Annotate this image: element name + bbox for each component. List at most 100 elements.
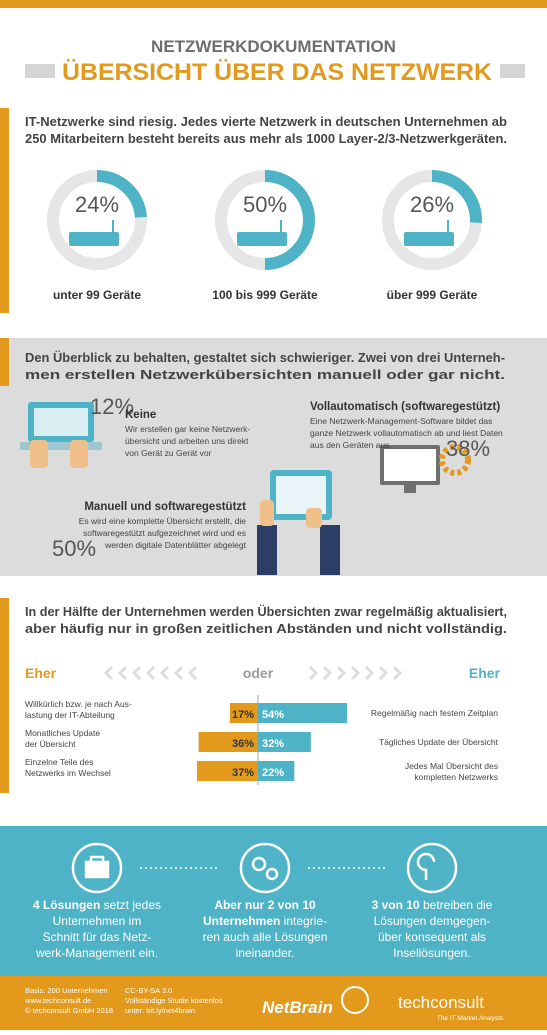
- item-text: werden digitale Datenblätter abgelegt: [104, 540, 246, 550]
- item-text: Lösungen demgegen-: [374, 914, 491, 928]
- left-bar: [229, 703, 258, 723]
- chevron: [173, 665, 184, 681]
- text-segment: Schnitt für das Netz-: [43, 930, 152, 944]
- footer-text: Vollständige Studie kostenlos: [125, 996, 223, 1005]
- router-icon: [69, 232, 119, 246]
- chevron: [378, 665, 389, 681]
- text-segment: betreiben die: [420, 898, 493, 912]
- right-value-label: 22%: [262, 767, 284, 779]
- item-text: Unternehmen integrie-: [203, 914, 327, 928]
- donut-arc: [96, 170, 147, 218]
- item-text: Eine Netzwerk-Management-Software bildet…: [310, 416, 492, 426]
- item-text: Es wird eine komplette Übersicht erstell…: [79, 516, 247, 526]
- donut-caption: 100 bis 999 Geräte: [212, 288, 318, 302]
- right-bar: [258, 761, 295, 781]
- text-segment: ineinander.: [236, 946, 295, 960]
- text-segment: Insellösungen.: [393, 946, 470, 960]
- text-segment: integrie-: [280, 914, 327, 928]
- icons: [71, 842, 458, 894]
- left-bar: [196, 761, 258, 781]
- logo: NetBrain: [262, 998, 333, 1017]
- text-segment: ren auch alle Lösungen: [203, 930, 328, 944]
- intro: IT-Netzwerke sind riesig. Jedes vierte N…: [25, 115, 507, 129]
- donut-label: 24%: [75, 192, 119, 217]
- logo: techconsult: [398, 993, 484, 1012]
- right-text: Jedes Mal Übersicht des: [405, 761, 498, 771]
- left-text: lastung der IT-Abteilung: [25, 710, 115, 720]
- right-value-label: 32%: [262, 738, 284, 750]
- left-text: Netzwerks im Wechsel: [25, 768, 111, 778]
- bold-text: Unternehmen: [203, 914, 280, 928]
- text-segment: Unternehmen im: [53, 914, 142, 928]
- chevron: [392, 665, 403, 681]
- chevron: [117, 665, 128, 681]
- donut-caption: über 999 Geräte: [387, 288, 478, 302]
- right-bar: [258, 703, 348, 723]
- intro: aber häufig nur in großen zeitlichen Abs…: [25, 622, 507, 636]
- footer-text: unter: bit.ly/net4brain: [125, 1006, 195, 1015]
- subtitle: ÜBERSICHT ÜBER DAS NETZWERK: [62, 59, 493, 86]
- donut-arc: [264, 170, 315, 270]
- right-text: kompletten Netzwerks: [414, 772, 498, 782]
- right-heading: Eher: [469, 665, 501, 681]
- footer-background: [0, 976, 547, 1030]
- footer-text: www.techconsult.de: [24, 996, 91, 1005]
- monitor-illustration: [380, 444, 471, 493]
- router-icon: [404, 232, 454, 246]
- right-text: Regelmäßig nach festem Zeitplan: [371, 708, 498, 718]
- chevron: [103, 665, 114, 681]
- chevron: [350, 665, 361, 681]
- text-segment: Lösungen demgegen-: [374, 914, 491, 928]
- text-segment: setzt jedes: [100, 898, 161, 912]
- item-text: ren auch alle Lösungen: [203, 930, 328, 944]
- left-bar: [198, 732, 258, 752]
- item-text: aus den Geräten aus: [310, 440, 389, 450]
- chevron: [364, 665, 375, 681]
- chevron: [131, 665, 142, 681]
- item-text: Wir erstellen gar keine Netzwerk-: [125, 424, 250, 434]
- item-text: von Gerät zu Gerät vor: [125, 448, 212, 458]
- left-value-label: 17%: [232, 709, 254, 721]
- chevron: [336, 665, 347, 681]
- item-text: 4 Lösungen setzt jedes: [33, 898, 161, 912]
- item-text: ganze Netzwerk vollautomatisch ab und li…: [310, 428, 503, 438]
- bold-text: 3 von 10: [372, 898, 420, 912]
- tablet-illustration: [257, 470, 340, 575]
- title: NETZWERKDOKUMENTATION: [151, 37, 396, 56]
- laptop-illustration: [20, 402, 102, 468]
- right-value-label: 54%: [262, 709, 284, 721]
- item-text: softwaregestützt aufgezeichnet wird und …: [83, 528, 246, 538]
- text-segment: über konsequent als: [378, 930, 486, 944]
- bold-text: Aber nur 2 von 10: [214, 898, 316, 912]
- item-text: werk-Management ein.: [35, 946, 158, 960]
- left-text: Einzelne Teile des: [25, 757, 93, 767]
- item-text: Insellösungen.: [393, 946, 470, 960]
- right-text: Tägliches Update der Übersicht: [379, 737, 499, 747]
- item-title: Manuell und softwaregestützt: [84, 501, 246, 513]
- text-segment: werk-Management ein.: [35, 946, 158, 960]
- section-marker: [0, 338, 9, 386]
- section-marker: [0, 598, 9, 793]
- item-text: Aber nur 2 von 10: [214, 898, 316, 912]
- section-background: [0, 826, 547, 976]
- item-text: ineinander.: [236, 946, 295, 960]
- item-text: Unternehmen im: [53, 914, 142, 928]
- chevron: [145, 665, 156, 681]
- router-icon: [237, 232, 287, 246]
- bold-text: 4 Lösungen: [33, 898, 100, 912]
- intro: men erstellen Netzwerkübersichten manuel…: [25, 368, 505, 382]
- top-bar: [0, 0, 547, 8]
- left-text: Monatliches Update: [25, 728, 100, 738]
- item-title: Keine: [125, 409, 156, 421]
- title-rule: [25, 64, 55, 78]
- chevron: [322, 665, 333, 681]
- footer-text: Basis: 200 Unternehmen: [25, 986, 108, 995]
- chevron: [308, 665, 319, 681]
- intro: 250 Mitarbeitern besteht bereits aus meh…: [25, 132, 507, 146]
- footer-text: © techconsult GmbH 2018: [25, 1006, 113, 1015]
- item-text: Schnitt für das Netz-: [43, 930, 152, 944]
- item-title: Vollautomatisch (softwaregestützt): [310, 401, 500, 413]
- middle-label: oder: [243, 665, 274, 681]
- percent: 12%: [90, 394, 134, 419]
